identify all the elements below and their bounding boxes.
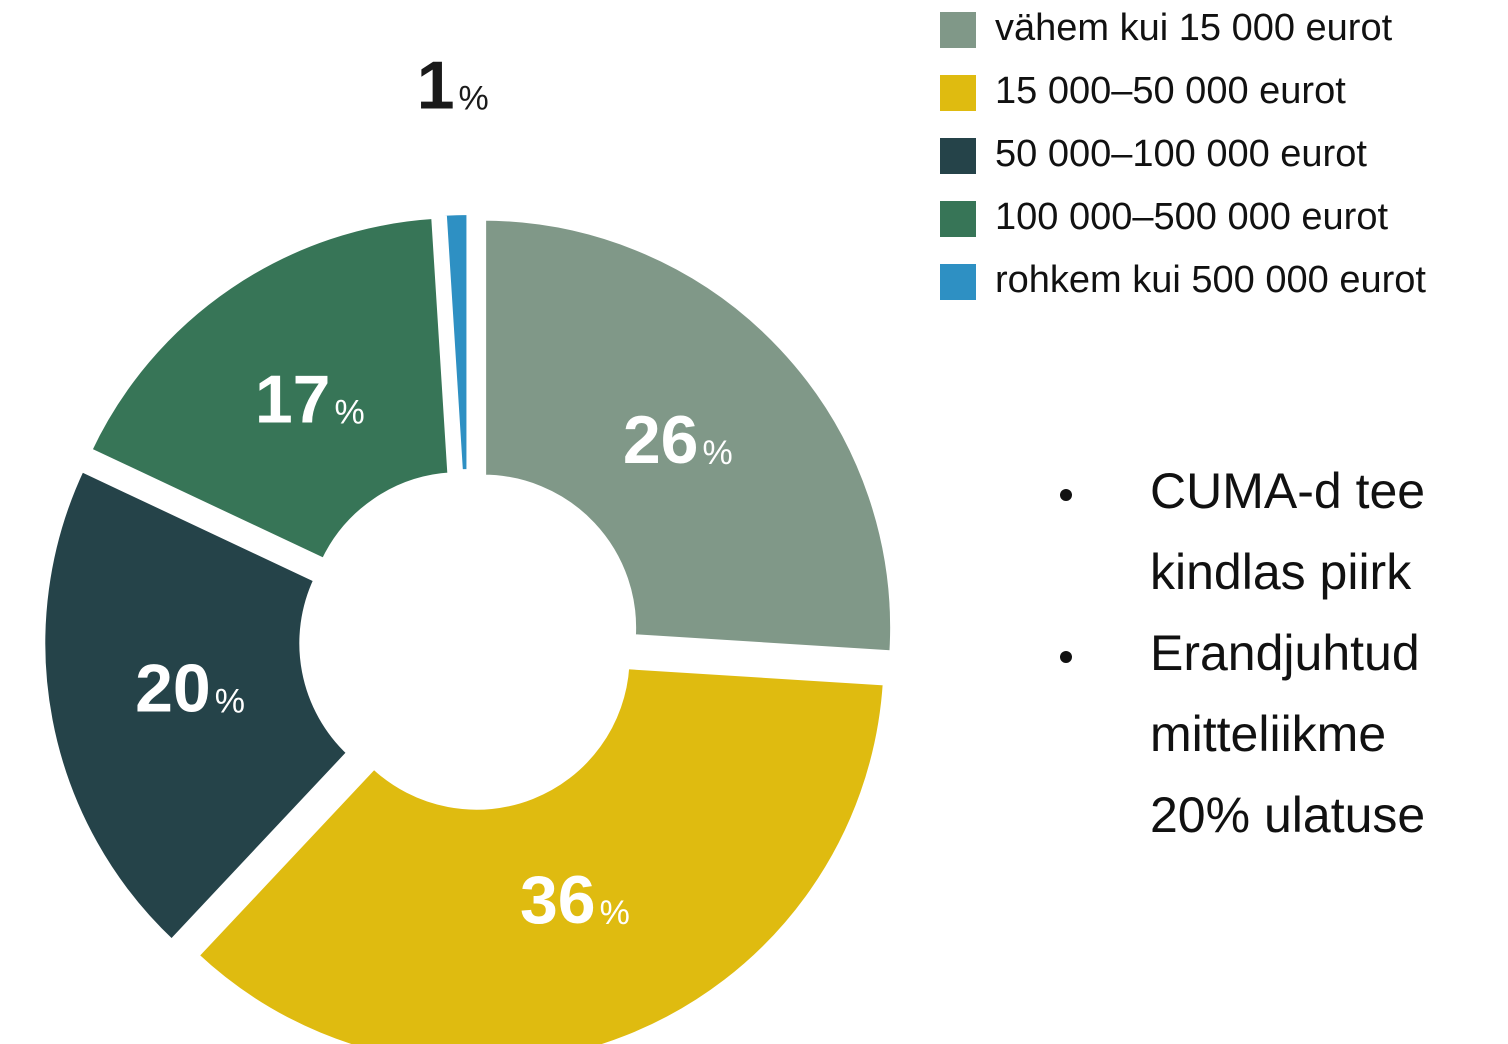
data-label-number: 17	[255, 361, 331, 437]
bullet-dot	[1060, 489, 1072, 501]
legend-label: 100 000–500 000 eurot	[995, 196, 1388, 238]
data-label: 1%	[417, 47, 489, 123]
legend-label: 50 000–100 000 eurot	[995, 133, 1367, 175]
data-label: 26%	[623, 402, 733, 478]
data-label-unit: %	[600, 894, 630, 932]
data-label-unit: %	[335, 393, 365, 431]
legend-swatch	[940, 12, 976, 48]
legend-swatch	[940, 264, 976, 300]
data-label-number: 1	[417, 47, 455, 123]
data-label: 17%	[255, 361, 365, 437]
legend-label: rohkem kui 500 000 eurot	[995, 259, 1426, 301]
data-label-number: 36	[520, 862, 596, 938]
bullet-line: mitteliikme	[1150, 706, 1386, 762]
bullet-line: kindlas piirk	[1150, 544, 1412, 600]
bullet-line: 20% ulatuse	[1150, 787, 1425, 843]
data-label-number: 20	[135, 650, 211, 726]
donut-segment	[480, 214, 897, 657]
donut-segment	[440, 209, 473, 476]
data-label-unit: %	[459, 79, 489, 117]
bullet-line: CUMA-d tee	[1150, 463, 1425, 519]
data-label: 20%	[135, 650, 245, 726]
data-label-unit: %	[215, 682, 245, 720]
bullet-line: Erandjuhtud	[1150, 625, 1420, 681]
data-label-number: 26	[623, 402, 699, 478]
legend-label: 15 000–50 000 eurot	[995, 70, 1346, 112]
data-label: 36%	[520, 862, 630, 938]
donut-segment	[191, 662, 890, 1044]
legend-swatch	[940, 138, 976, 174]
legend-label: vähem kui 15 000 eurot	[995, 7, 1393, 49]
bullet-dot	[1060, 651, 1072, 663]
donut-segment	[39, 464, 354, 947]
donut-segment	[84, 212, 454, 566]
legend-swatch	[940, 75, 976, 111]
legend-swatch	[940, 201, 976, 237]
data-label-unit: %	[702, 434, 732, 472]
